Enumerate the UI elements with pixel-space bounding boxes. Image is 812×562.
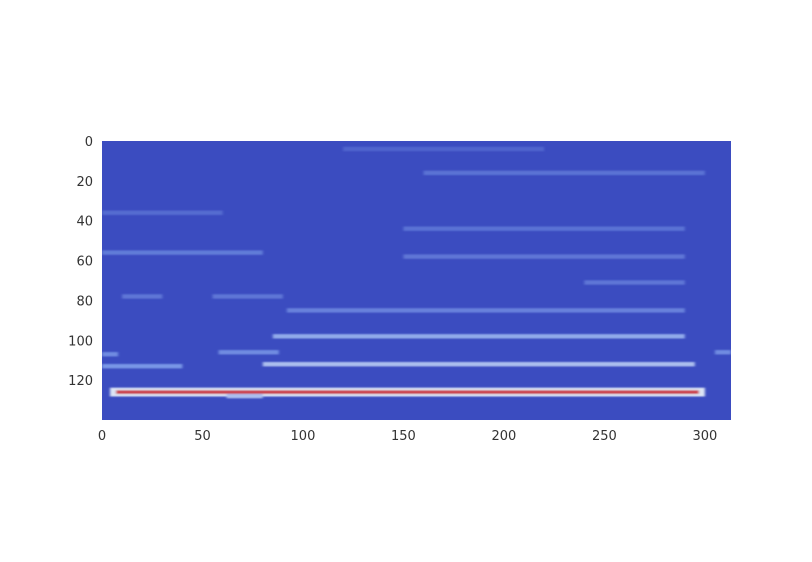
y-tick-label: 100: [68, 334, 93, 349]
x-axis: 0 50 100 150 200 250 300: [98, 429, 717, 444]
heat-band-3: [262, 362, 695, 367]
heat-band-9: [122, 294, 163, 299]
x-tick-label: 50: [194, 429, 211, 444]
heat-band-4: [102, 352, 119, 357]
heat-band-10: [212, 294, 283, 299]
heat-band-2: [102, 364, 183, 369]
heatmap-features: [102, 146, 731, 399]
x-tick-label: 100: [291, 429, 316, 444]
heat-band-13: [403, 254, 685, 259]
heat-band-12: [102, 250, 263, 255]
y-tick-label: 80: [76, 294, 93, 309]
heat-band-5: [218, 350, 279, 355]
heat-band-1: [226, 393, 263, 399]
heat-band-14: [403, 226, 685, 231]
y-tick-label: 60: [76, 255, 93, 270]
heat-band-6: [714, 350, 731, 355]
x-tick-label: 250: [592, 429, 617, 444]
y-axis: 0 20 40 60 80 100 120: [68, 135, 93, 389]
heat-band-11: [584, 280, 685, 285]
y-tick-label: 40: [76, 215, 93, 230]
y-tick-label: 20: [76, 175, 93, 190]
heat-band-0: [116, 390, 699, 394]
heat-band-8: [286, 308, 685, 313]
heat-band-7: [272, 334, 685, 339]
y-tick-label: 0: [85, 135, 93, 150]
heat-band-17: [343, 146, 545, 152]
x-tick-label: 0: [98, 429, 106, 444]
heat-band-15: [102, 210, 223, 215]
y-tick-label: 120: [68, 374, 93, 389]
x-tick-label: 300: [692, 429, 717, 444]
x-tick-label: 200: [492, 429, 517, 444]
x-tick-label: 150: [391, 429, 416, 444]
heat-band-16: [423, 170, 705, 176]
